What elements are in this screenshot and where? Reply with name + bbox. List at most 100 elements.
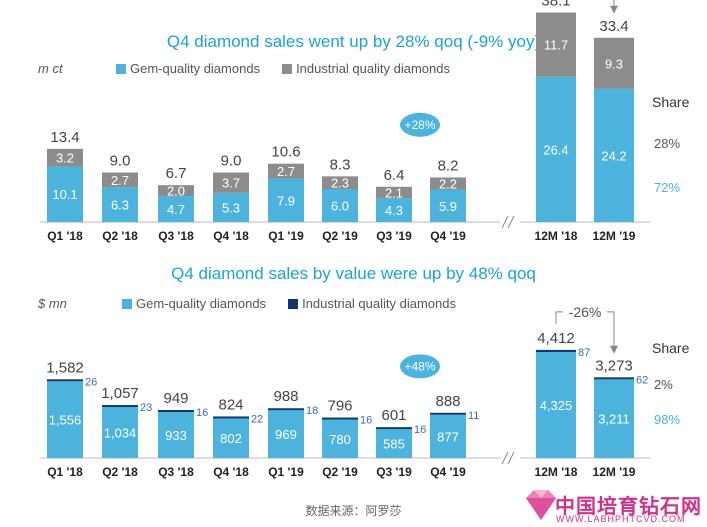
chart1-unit: m ct bbox=[38, 61, 63, 76]
c1-industrial-label-q2: 2.7 bbox=[111, 173, 129, 188]
c2-total-label-q7: 601 bbox=[381, 407, 406, 424]
c2-category-label-y2: 12M '19 bbox=[593, 465, 636, 479]
c2-industrial-label-q4: 22 bbox=[251, 413, 263, 425]
c2-total-label-q2: 1,057 bbox=[101, 385, 139, 402]
c1-gem-bar-y2 bbox=[594, 88, 634, 223]
c1-gem-bar-q8 bbox=[430, 189, 466, 222]
c2-gem-label-q1: 1,556 bbox=[49, 413, 82, 428]
c1-industrial-bar-y2 bbox=[594, 37, 634, 89]
c1-industrial-bar-q2 bbox=[102, 172, 138, 188]
c1-gem-bar-q5 bbox=[268, 178, 304, 222]
c1-industrial-bar-q1 bbox=[47, 148, 83, 167]
chart2-share-industrial: 2% bbox=[654, 377, 673, 392]
c2-industrial-bar-q4 bbox=[213, 416, 249, 419]
c1-gem-label-y1: 26.4 bbox=[543, 142, 568, 157]
c2-category-label-q4: Q4 '18 bbox=[213, 465, 249, 479]
c1-gem-bar-y1 bbox=[536, 76, 576, 222]
c1-total-label-q4: 9.0 bbox=[221, 153, 242, 170]
watermark-en: WWW.LABHPHTCVD.COM bbox=[556, 514, 686, 524]
c1-gem-label-q4: 5.3 bbox=[222, 200, 240, 215]
c1-total-label-q7: 6.4 bbox=[384, 167, 405, 184]
c1-gem-label-q8: 5.9 bbox=[439, 199, 457, 214]
c2-industrial-bar-q2 bbox=[102, 405, 138, 408]
c1-total-label-q1: 13.4 bbox=[50, 129, 79, 146]
c1-industrial-bar-q7 bbox=[376, 186, 412, 199]
c2-gem-label-q5: 969 bbox=[275, 427, 297, 442]
c2-industrial-bar-q3 bbox=[158, 410, 194, 413]
c1-category-label-q3: Q3 '18 bbox=[158, 229, 194, 243]
c2-industrial-bar-q8 bbox=[430, 412, 466, 415]
c2-gem-label-q8: 877 bbox=[437, 429, 459, 444]
c2-gem-bar-y1 bbox=[536, 352, 576, 458]
c2-total-label-q1: 1,582 bbox=[46, 359, 84, 376]
c1-qoq-badge bbox=[400, 112, 440, 137]
c2-category-label-q5: Q1 '19 bbox=[268, 465, 304, 479]
c1-total-label-q5: 10.6 bbox=[271, 144, 300, 161]
c1-total-label-q2: 9.0 bbox=[110, 153, 131, 170]
c2-category-label-q6: Q2 '19 bbox=[322, 465, 358, 479]
chart1-share-industrial: 28% bbox=[654, 136, 681, 151]
chart2-share-label: Share bbox=[652, 340, 690, 356]
c2-category-label-q8: Q4 '19 bbox=[430, 465, 466, 479]
c1-total-label-y2: 33.4 bbox=[599, 18, 628, 35]
c2-total-label-y2: 3,273 bbox=[595, 357, 633, 374]
c2-industrial-bar-q5 bbox=[268, 408, 304, 411]
chart2-title: Q4 diamond sales by value were up by 48%… bbox=[171, 264, 536, 283]
c1-qoq-badge-text: +28% bbox=[404, 118, 435, 132]
c2-gem-bar-q3 bbox=[158, 412, 194, 458]
c1-gem-bar-q4 bbox=[213, 192, 249, 222]
c1-gem-label-q7: 4.3 bbox=[385, 203, 403, 218]
c1-category-label-q5: Q1 '19 bbox=[268, 229, 304, 243]
c1-gem-label-q3: 4.7 bbox=[167, 202, 185, 217]
c1-gem-bar-q2 bbox=[102, 187, 138, 222]
c2-industrial-label-q6: 16 bbox=[360, 415, 372, 427]
c2-gem-bar-q2 bbox=[102, 407, 138, 458]
legend-industrial-label: Industrial quality diamonds bbox=[296, 61, 450, 76]
c1-gem-bar-q7 bbox=[376, 198, 412, 222]
c1-gem-bar-q3 bbox=[158, 196, 194, 222]
c1-category-label-q6: Q2 '19 bbox=[322, 229, 358, 243]
c1-industrial-bar-q4 bbox=[213, 172, 249, 193]
c1-industrial-label-q6: 2.3 bbox=[331, 176, 349, 191]
c2-yoy-arrow-icon bbox=[610, 345, 618, 354]
c1-total-label-q8: 8.2 bbox=[438, 157, 459, 174]
c1-total-label-y1: 38.1 bbox=[541, 0, 570, 9]
diamond-logo-icon bbox=[526, 490, 556, 520]
c1-category-label-y1: 12M '18 bbox=[535, 229, 578, 243]
c2-gem-bar-q7 bbox=[376, 429, 412, 458]
c2-axis-break-2 bbox=[507, 451, 515, 465]
c1-yoy-arrow-icon bbox=[610, 5, 618, 14]
c1-industrial-bar-q5 bbox=[268, 163, 304, 179]
c1-industrial-label-q3: 2.0 bbox=[167, 184, 185, 199]
legend-industrial-swatch bbox=[282, 63, 293, 74]
c1-industrial-bar-q3 bbox=[158, 185, 194, 197]
c2-industrial-label-q8: 11 bbox=[468, 410, 479, 422]
c2-gem-label-q4: 802 bbox=[220, 431, 242, 446]
c1-category-label-q2: Q2 '18 bbox=[102, 229, 138, 243]
c2-gem-bar-y2 bbox=[594, 379, 634, 458]
c1-category-label-q7: Q3 '19 bbox=[376, 229, 412, 243]
c1-industrial-bar-q6 bbox=[322, 176, 358, 189]
c2-total-label-q3: 949 bbox=[163, 390, 188, 407]
c2-qoq-badge bbox=[400, 354, 440, 379]
legend2-gem-label: Gem-quality diamonds bbox=[136, 296, 267, 311]
c2-gem-bar-q5 bbox=[268, 410, 304, 458]
chart2-legend: Gem-quality diamonds Industrial quality … bbox=[114, 296, 456, 311]
c1-gem-label-q2: 6.3 bbox=[111, 198, 129, 213]
c1-category-label-y2: 12M '19 bbox=[593, 229, 636, 243]
c2-industrial-bar-y1 bbox=[536, 349, 576, 353]
c1-gem-label-q1: 10.1 bbox=[52, 187, 77, 202]
chart1-legend: Gem-quality diamonds Industrial quality … bbox=[108, 61, 450, 76]
legend2-industrial-label: Industrial quality diamonds bbox=[302, 296, 456, 311]
c2-axis-break-1 bbox=[501, 451, 509, 465]
c1-industrial-label-q4: 3.7 bbox=[222, 176, 240, 191]
c2-gem-label-q2: 1,034 bbox=[104, 426, 137, 441]
c2-total-label-q5: 988 bbox=[273, 388, 298, 405]
c1-industrial-label-q8: 2.2 bbox=[439, 177, 457, 192]
c1-industrial-label-q5: 2.7 bbox=[277, 164, 295, 179]
c1-industrial-label-y1: 11.7 bbox=[544, 38, 568, 53]
c2-category-label-q3: Q3 '18 bbox=[158, 465, 194, 479]
c2-category-label-y1: 12M '18 bbox=[535, 465, 578, 479]
c1-total-label-q3: 6.7 bbox=[166, 165, 187, 182]
c2-total-label-q8: 888 bbox=[435, 393, 460, 410]
